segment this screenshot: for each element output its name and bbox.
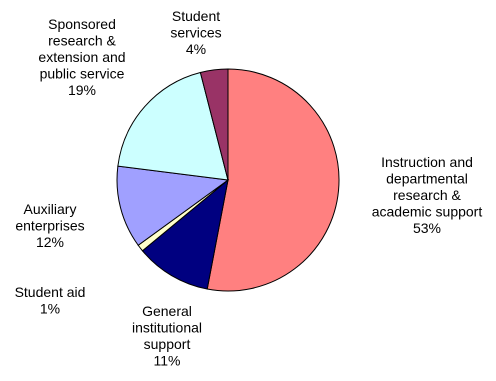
slice-label-5: Student services 4% (170, 8, 221, 57)
pie-slices (116, 68, 340, 292)
slice-label-line: institutional (132, 320, 202, 336)
slice-percent: 19% (68, 82, 96, 98)
slice-label-line: public service (40, 66, 125, 82)
slice-percent: 11% (154, 353, 181, 369)
slice-label-line: Student (172, 8, 220, 24)
slice-percent: 12% (36, 234, 64, 250)
slice-label-line: extension and (38, 49, 125, 65)
pie-slice-1 (141, 178, 229, 290)
slice-percent: 4% (186, 41, 206, 57)
slice-label-3: Auxiliary enterprises 12% (15, 201, 84, 250)
pie-slice-4 (117, 71, 229, 181)
slice-label-line: General (142, 303, 192, 319)
slice-label-line: support (144, 336, 191, 352)
slice-percent: 53% (413, 220, 441, 236)
slice-label-0: Instruction and departmental research & aca… (372, 154, 483, 236)
slice-label-line: research & (393, 187, 461, 203)
pie-slice-0 (206, 68, 340, 292)
slice-label-line: Sponsored (48, 16, 116, 32)
slice-label-line: departmental (386, 171, 468, 187)
slice-percent: 1% (40, 301, 60, 317)
slice-label-line: academic support (372, 204, 483, 220)
slice-label-line: enterprises (15, 218, 84, 234)
slice-label-line: Auxiliary (24, 201, 77, 217)
pie-slice-5 (199, 68, 229, 181)
slice-label-line: research & (48, 33, 116, 49)
slice-label-line: services (170, 25, 221, 41)
slice-label-4: Sponsored research & extension and public s… (38, 16, 125, 98)
slice-label-line: Instruction and (381, 154, 473, 170)
pie-slice-3 (116, 165, 230, 246)
slice-label-2: Student aid 1% (15, 284, 86, 317)
slice-label-line: Student aid (15, 284, 86, 300)
slice-label-1: General institutional support 11% (132, 303, 202, 369)
